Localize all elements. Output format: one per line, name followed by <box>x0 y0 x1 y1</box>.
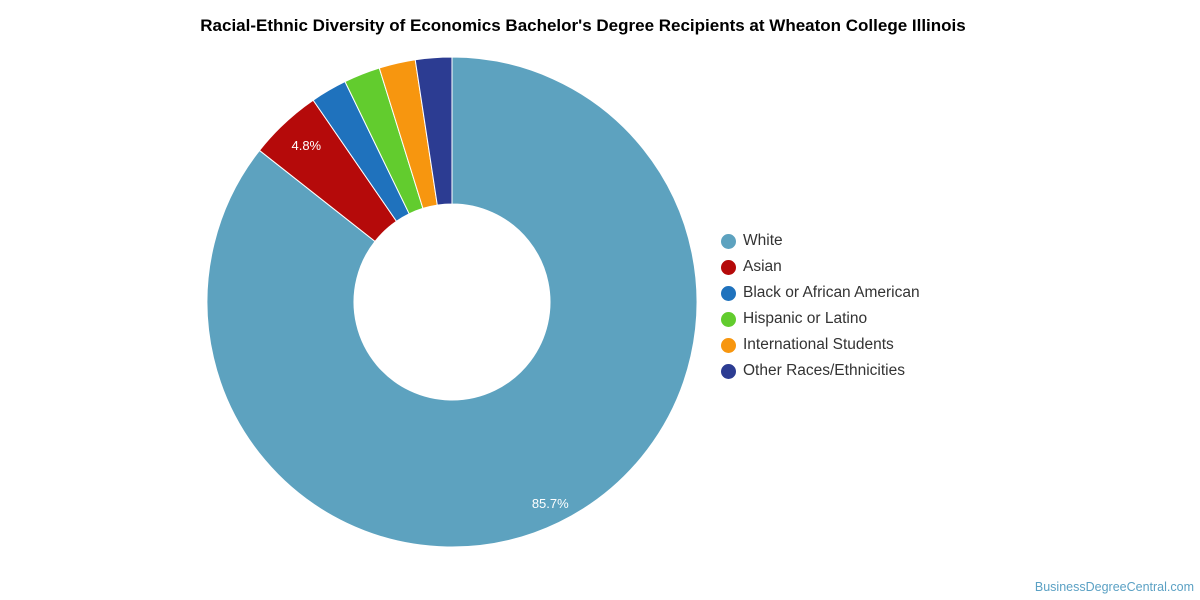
legend-marker <box>721 285 736 301</box>
legend-marker <box>721 259 736 275</box>
legend-item-white[interactable]: White <box>721 228 920 254</box>
legend-item-asian[interactable]: Asian <box>721 254 920 280</box>
slices-group <box>206 56 698 548</box>
legend-marker <box>721 233 736 249</box>
chart-title: Racial-Ethnic Diversity of Economics Bac… <box>200 16 966 35</box>
legend-marker <box>721 337 736 353</box>
slice-white[interactable] <box>206 56 698 548</box>
legend-label: Hispanic or Latino <box>743 310 868 327</box>
legend-label: White <box>743 232 783 249</box>
legend-item-other-races-ethnicities[interactable]: Other Races/Ethnicities <box>721 358 920 384</box>
source-credit[interactable]: BusinessDegreeCentral.com <box>1034 580 1194 594</box>
legend-label: International Students <box>743 336 894 353</box>
legend-item-hispanic-or-latino[interactable]: Hispanic or Latino <box>721 306 920 332</box>
legend-item-black-or-african-american[interactable]: Black or African American <box>721 280 920 306</box>
legend-label: Asian <box>743 258 782 275</box>
data-label-white: 85.7% <box>532 496 569 511</box>
legend-marker <box>721 363 736 379</box>
legend-label: Other Races/Ethnicities <box>743 362 905 379</box>
data-labels-group: 85.7% 4.8% <box>291 138 569 511</box>
legend-item-international-students[interactable]: International Students <box>721 332 920 358</box>
legend-label: Black or African American <box>743 284 920 301</box>
data-label-asian: 4.8% <box>291 138 321 153</box>
slice-other-races-ethnicities[interactable] <box>414 56 453 206</box>
chart-legend: White Asian Black or African American Hispa… <box>721 228 920 384</box>
legend-marker <box>721 311 736 327</box>
